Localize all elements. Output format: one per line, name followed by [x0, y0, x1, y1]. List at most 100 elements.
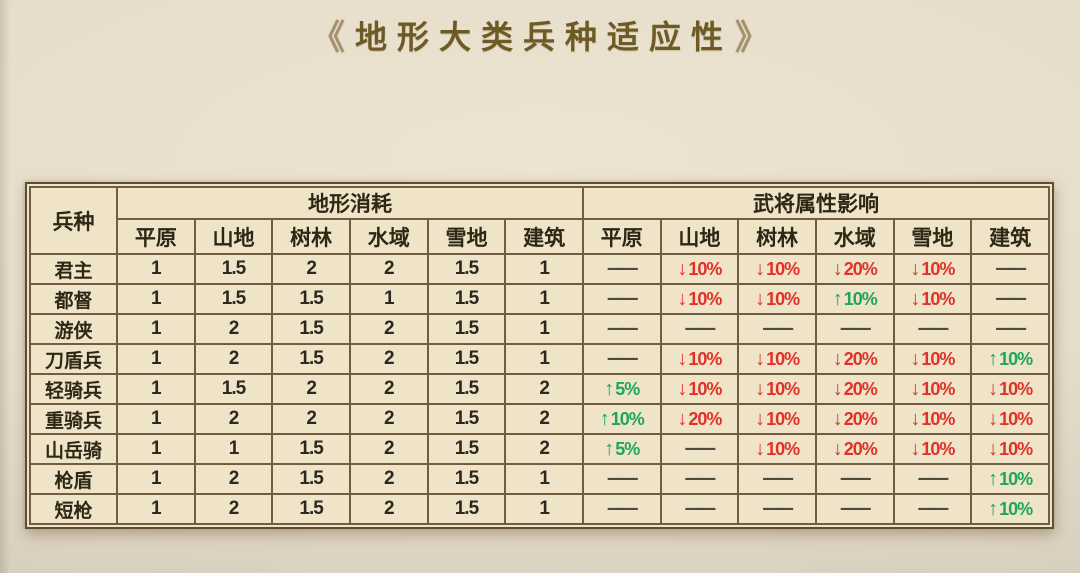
consumption-cell: 2: [193, 493, 274, 525]
arrow-down-icon: ↓: [832, 377, 843, 400]
effect-cell: ——: [581, 463, 662, 495]
consumption-cell: 2: [348, 253, 429, 285]
consumption-cell: 1: [116, 283, 196, 315]
effect-cell: ↓10%: [659, 253, 740, 285]
consumption-cell: 1.5: [193, 373, 274, 405]
terrain-header: 山地: [193, 218, 274, 255]
effect-cell: ——: [814, 463, 895, 495]
effect-cell: ↓10%: [659, 283, 740, 315]
effect-cell: ↓10%: [737, 283, 817, 315]
consumption-cell: 2: [271, 403, 351, 435]
effect-cell: ——: [892, 493, 973, 525]
effect-cell: ——: [581, 343, 662, 375]
arrow-down-icon: ↓: [910, 407, 921, 430]
effect-cell: ↓10%: [659, 343, 740, 375]
unit-name-cell: 山岳骑: [29, 433, 118, 465]
consumption-cell: 1.5: [271, 343, 351, 375]
table-row: 重骑兵 1 2 2 2 1.5 2 ↑10% ↓20% ↓10% ↓20% ↓10% ↓10%: [29, 403, 1050, 435]
consumption-cell: 2: [504, 373, 584, 405]
effect-cell: ——: [581, 253, 662, 285]
effect-cell: ↓10%: [737, 253, 817, 285]
table-row: 短枪 1 2 1.5 2 1.5 1 —— —— —— —— —— ↑10%: [29, 493, 1050, 525]
effect-cell: ——: [581, 283, 662, 315]
effect-cell: ↓10%: [970, 403, 1050, 435]
effect-cell: ↓10%: [737, 403, 817, 435]
consumption-cell: 1: [116, 433, 196, 465]
terrain-header: 山地: [659, 218, 740, 255]
consumption-cell: 1: [348, 283, 429, 315]
arrow-down-icon: ↓: [755, 377, 766, 400]
unit-name-cell: 短枪: [29, 493, 118, 525]
consumption-cell: 1.5: [271, 283, 351, 315]
title-right-ornament-icon: 》: [735, 19, 769, 57]
page-title: 《地形大类兵种适应性》: [0, 10, 1080, 59]
effect-cell: ——: [737, 463, 817, 495]
effect-cell: ↑10%: [970, 463, 1050, 495]
arrow-down-icon: ↓: [755, 257, 766, 280]
terrain-header: 水域: [814, 218, 895, 255]
consumption-cell: 2: [193, 313, 274, 345]
arrow-down-icon: ↓: [755, 347, 766, 370]
effect-cell: ↑10%: [970, 343, 1050, 375]
table-row: 君主 1 1.5 2 2 1.5 1 —— ↓10% ↓10% ↓20% ↓10% ——: [29, 253, 1050, 285]
arrow-down-icon: ↓: [988, 407, 999, 430]
arrow-up-icon: ↑: [604, 377, 615, 400]
arrow-down-icon: ↓: [755, 287, 766, 310]
table-row: 山岳骑 1 1 1.5 2 1.5 2 ↑5% —— ↓10% ↓20% ↓10% ↓10%: [29, 433, 1050, 465]
unit-name-cell: 都督: [29, 283, 118, 315]
arrow-down-icon: ↓: [910, 287, 921, 310]
arrow-down-icon: ↓: [677, 347, 688, 370]
consumption-cell: 1: [116, 403, 196, 435]
effect-cell: ↓20%: [814, 253, 895, 285]
consumption-cell: 1: [504, 283, 584, 315]
consumption-cell: 1.5: [426, 313, 507, 345]
arrow-up-icon: ↑: [832, 287, 843, 310]
table-row: 刀盾兵 1 2 1.5 2 1.5 1 —— ↓10% ↓10% ↓20% ↓10% ↑10%: [29, 343, 1050, 375]
consumption-cell: 1.5: [193, 253, 274, 285]
consumption-cell: 1: [116, 463, 196, 495]
effect-cell: ——: [814, 313, 895, 345]
table-row: 游侠 1 2 1.5 2 1.5 1 —— —— —— —— —— ——: [29, 313, 1050, 345]
consumption-cell: 1.5: [426, 343, 507, 375]
effect-cell: ——: [581, 493, 662, 525]
consumption-cell: 2: [193, 403, 274, 435]
arrow-up-icon: ↑: [604, 437, 615, 460]
unit-name-cell: 轻骑兵: [29, 373, 118, 405]
terrain-header: 雪地: [892, 218, 973, 255]
consumption-cell: 2: [193, 343, 274, 375]
consumption-cell: 1: [504, 313, 584, 345]
terrain-header: 平原: [581, 218, 662, 255]
consumption-cell: 1: [504, 343, 584, 375]
consumption-cell: 2: [348, 313, 429, 345]
effect-cell: ——: [737, 493, 817, 525]
effect-cell: ——: [814, 493, 895, 525]
effect-cell: ——: [659, 493, 740, 525]
effect-cell: ↓20%: [814, 433, 895, 465]
arrow-down-icon: ↓: [832, 437, 843, 460]
consumption-cell: 2: [348, 373, 429, 405]
consumption-cell: 2: [271, 253, 351, 285]
effect-cell: ↓10%: [892, 253, 973, 285]
consumption-cell: 2: [348, 463, 429, 495]
arrow-down-icon: ↓: [832, 257, 843, 280]
consumption-cell: 1: [504, 463, 584, 495]
unit-name-cell: 枪盾: [29, 463, 118, 495]
consumption-cell: 2: [504, 433, 584, 465]
consumption-cell: 1.5: [271, 433, 351, 465]
consumption-cell: 1: [116, 313, 196, 345]
consumption-cell: 1: [504, 493, 584, 525]
effect-cell: ——: [892, 313, 973, 345]
arrow-down-icon: ↓: [910, 257, 921, 280]
consumption-cell: 1.5: [426, 403, 507, 435]
consumption-cell: 1: [116, 493, 196, 525]
effect-cell: ↑5%: [581, 373, 662, 405]
effect-cell: ——: [737, 313, 817, 345]
table-row: 轻骑兵 1 1.5 2 2 1.5 2 ↑5% ↓10% ↓10% ↓20% ↓10% ↓10%: [29, 373, 1050, 405]
effect-cell: ↓10%: [970, 373, 1050, 405]
arrow-down-icon: ↓: [988, 437, 999, 460]
effect-cell: ——: [659, 433, 740, 465]
effect-cell: ↓10%: [737, 433, 817, 465]
terrain-adaptability-table: 兵种 地形消耗 武将属性影响 平原 山地 树林 水域 雪地 建筑 平原 山地 树林 水域 雪地 建筑 君主 1…: [25, 182, 1054, 529]
header-terrain-row: 平原 山地 树林 水域 雪地 建筑 平原 山地 树林 水域 雪地 建筑: [30, 218, 1050, 255]
